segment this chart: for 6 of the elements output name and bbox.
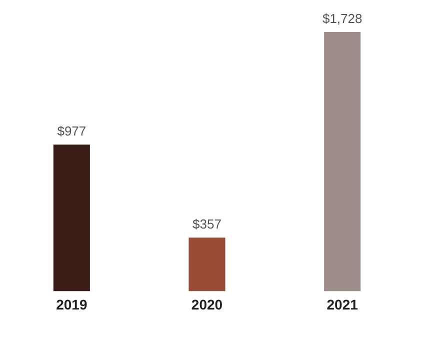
data-label: $1,728 xyxy=(322,11,362,26)
x-tick-label: 2021 xyxy=(326,296,358,312)
data-label: $357 xyxy=(192,216,222,232)
x-tick-label: 2020 xyxy=(191,296,223,312)
data-label: $977 xyxy=(57,124,86,139)
x-tick-label: 2019 xyxy=(56,296,88,312)
